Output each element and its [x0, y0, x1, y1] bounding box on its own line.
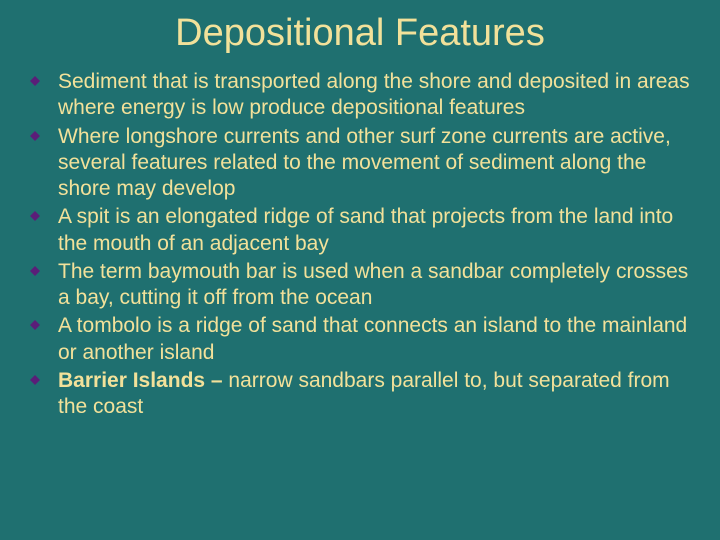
- bullet-body: A spit is an elongated ridge of sand tha…: [58, 205, 673, 254]
- bullet-diamond-icon: [30, 313, 58, 330]
- bullet-item: Sediment that is transported along the s…: [30, 69, 690, 122]
- bullet-text: The term baymouth bar is used when a san…: [58, 259, 690, 312]
- bullet-diamond-icon: [30, 124, 58, 141]
- bullet-text: Barrier Islands – narrow sandbars parall…: [58, 368, 690, 421]
- bullet-diamond-icon: [30, 204, 58, 221]
- slide-title: Depositional Features: [30, 12, 690, 55]
- bullet-text: Where longshore currents and other surf …: [58, 124, 690, 203]
- bullet-item: The term baymouth bar is used when a san…: [30, 259, 690, 312]
- bullet-diamond-icon: [30, 259, 58, 276]
- bullet-bold-prefix: Barrier Islands –: [58, 369, 228, 392]
- bullet-body: Sediment that is transported along the s…: [58, 70, 690, 119]
- bullet-text: A tombolo is a ridge of sand that connec…: [58, 313, 690, 366]
- bullet-body: A tombolo is a ridge of sand that connec…: [58, 314, 687, 363]
- bullet-text: A spit is an elongated ridge of sand tha…: [58, 204, 690, 257]
- bullet-item: Where longshore currents and other surf …: [30, 124, 690, 203]
- bullet-item: Barrier Islands – narrow sandbars parall…: [30, 368, 690, 421]
- bullet-item: A spit is an elongated ridge of sand tha…: [30, 204, 690, 257]
- bullet-body: Where longshore currents and other surf …: [58, 125, 671, 201]
- slide: Depositional Features Sediment that is t…: [0, 0, 720, 540]
- bullet-text: Sediment that is transported along the s…: [58, 69, 690, 122]
- bullet-diamond-icon: [30, 368, 58, 385]
- bullet-item: A tombolo is a ridge of sand that connec…: [30, 313, 690, 366]
- bullet-diamond-icon: [30, 69, 58, 86]
- bullet-body: The term baymouth bar is used when a san…: [58, 260, 688, 309]
- bullet-list: Sediment that is transported along the s…: [30, 69, 690, 420]
